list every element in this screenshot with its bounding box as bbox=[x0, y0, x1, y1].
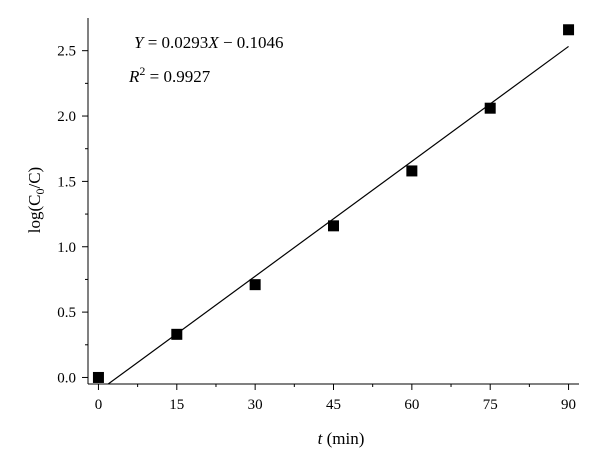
x-axis-title: t (min) bbox=[318, 429, 365, 448]
data-point bbox=[92, 371, 104, 383]
y-tick-label: 0.5 bbox=[57, 305, 76, 321]
y-axis-ticks: 0.0 0.5 1.0 1.5 2.0 2.5 bbox=[57, 44, 88, 386]
y-tick-label: 2.5 bbox=[57, 44, 76, 60]
data-point bbox=[249, 279, 261, 291]
x-tick-label: 60 bbox=[404, 397, 419, 413]
x-tick-label: 15 bbox=[169, 397, 184, 413]
y-tick-label: 2.0 bbox=[57, 109, 76, 125]
y-tick-label: 1.0 bbox=[57, 240, 76, 256]
x-tick-label: 0 bbox=[95, 397, 103, 413]
data-point bbox=[563, 24, 575, 36]
x-tick-label: 75 bbox=[483, 397, 498, 413]
x-tick-label: 45 bbox=[326, 397, 341, 413]
data-point bbox=[484, 102, 496, 114]
regression-equation: Y = 0.0293X − 0.1046 bbox=[134, 33, 284, 52]
r-squared-annotation: R2 = 0.9927 bbox=[128, 64, 211, 86]
x-tick-label: 30 bbox=[248, 397, 263, 413]
data-point bbox=[406, 165, 418, 177]
x-axis-ticks: 0 15 30 45 60 75 90 bbox=[95, 384, 576, 413]
data-points bbox=[92, 24, 575, 383]
data-point bbox=[328, 220, 339, 232]
x-tick-label: 90 bbox=[561, 397, 576, 413]
y-tick-label: 0.0 bbox=[57, 370, 76, 386]
y-axis-title: log(C0/C) bbox=[25, 167, 47, 233]
y-tick-label: 1.5 bbox=[57, 174, 76, 190]
data-point bbox=[171, 328, 183, 340]
